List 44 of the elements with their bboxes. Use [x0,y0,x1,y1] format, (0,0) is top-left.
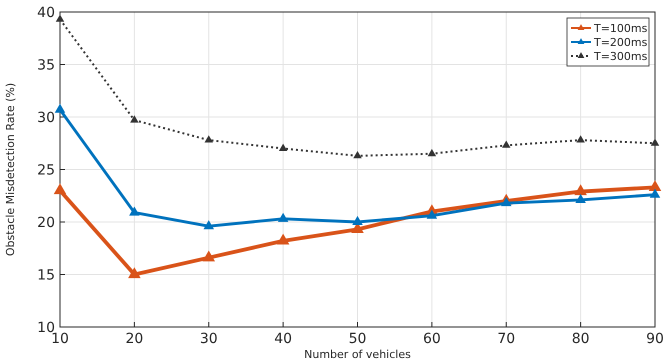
point [649,180,661,191]
point [129,206,140,216]
x-axis-title: Number of vehicles [304,348,412,359]
point [277,234,290,245]
legend-label: T=300ms [593,50,648,63]
point [56,14,64,22]
point [128,268,140,278]
y-tick-label: 30 [37,110,55,126]
x-tick-label: 20 [125,331,144,347]
x-tick-label: 50 [348,331,366,347]
x-tick-label: 70 [497,331,516,347]
point [354,151,362,158]
point [55,104,65,113]
y-tick-label: 15 [37,268,55,284]
point [651,138,659,146]
point [278,213,288,222]
legend-label: T=200ms [593,36,648,49]
point [352,216,362,226]
point [426,210,437,219]
point [576,136,585,143]
x-tick-label: 10 [51,331,69,347]
x-tick-label: 40 [274,331,292,347]
x-tick-label: 90 [646,331,664,347]
y-axis-title: Obstacle Misdetection Rate (%) [4,82,17,256]
point [502,140,510,148]
y-tick-label: 25 [37,162,55,178]
point [574,184,587,196]
point [204,136,213,143]
point [428,149,436,156]
point [576,194,586,203]
point [130,116,138,123]
x-tick-label: 80 [572,331,590,347]
point [202,250,215,262]
y-tick-label: 40 [37,5,55,21]
x-tick-label: 60 [422,331,441,347]
x-tick-label: 30 [200,331,218,347]
point [279,144,288,151]
y-tick-label: 20 [37,215,55,231]
point [501,198,512,206]
point [650,189,660,198]
y-tick-label: 35 [37,58,55,74]
point [54,184,66,194]
point [204,220,214,230]
legend-label: T=100ms [593,22,648,35]
